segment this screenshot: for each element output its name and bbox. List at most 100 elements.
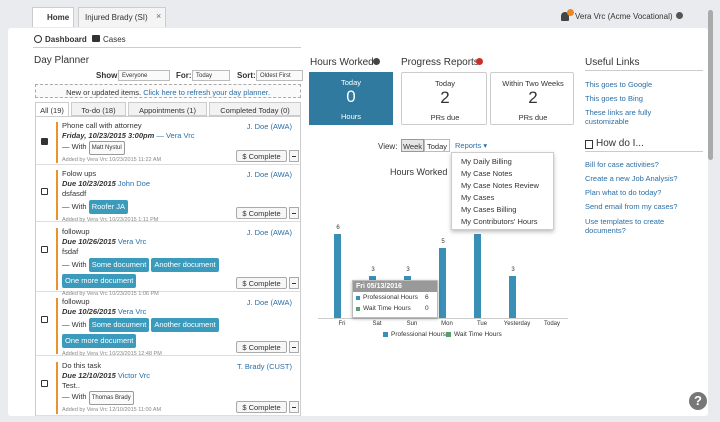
task-added: Added by Vera Vrc 10/23/2015 1:06 PM [62, 291, 159, 297]
x-tick-label: Sat [372, 321, 382, 327]
howto-rule [585, 151, 703, 152]
planner-title: Day Planner [34, 55, 90, 66]
task-added: Added by Vera Vrc 12/10/2015 11:00 AM [62, 407, 162, 413]
collapse-button[interactable] [289, 401, 299, 413]
week-button[interactable]: Week [401, 139, 424, 152]
progress-card: Within Two Weeks 2 PRs due [490, 72, 574, 125]
task-with: — With Some document Another document One … [62, 317, 272, 349]
task-owner[interactable]: Vera Vrc [117, 237, 147, 246]
card-unit: PRs due [518, 113, 548, 122]
refresh-link[interactable]: Click here to refresh your day planner. [143, 88, 270, 97]
document-tag[interactable]: Another document [151, 318, 219, 332]
filter-select[interactable]: Oldest First [256, 70, 303, 81]
task-owner[interactable]: John Doe [117, 179, 150, 188]
howto-link[interactable]: Send email from my cases? [585, 202, 678, 211]
x-tick-label: Mon [441, 321, 453, 327]
planner-tab[interactable]: All (19) [35, 102, 69, 116]
legend-label: Professional Hours [391, 331, 446, 338]
complete-button[interactable]: $ Complete [236, 401, 287, 413]
task-added: Added by Vera Vrc 10/23/2015 11:22 AM [62, 157, 162, 163]
task-accent [56, 122, 58, 163]
menu-item[interactable]: My Contributors' Hours [461, 217, 538, 226]
task-title: Phone call with attorney [62, 121, 142, 130]
scrollbar[interactable] [708, 10, 713, 160]
close-tab[interactable]: × [156, 11, 162, 21]
task-due-line: Due 10/23/2015 John Doe [62, 179, 272, 189]
filter-label: Sort: [237, 71, 256, 80]
menu-item[interactable]: My Cases Billing [461, 205, 517, 214]
chart-title: Hours Worked [390, 167, 448, 177]
task-with: — With Some document Another document One … [62, 257, 272, 289]
collapse-button[interactable] [289, 150, 299, 162]
complete-button[interactable]: $ Complete [236, 277, 287, 289]
menu-item[interactable]: My Case Notes [461, 169, 513, 178]
reports-button[interactable]: Reports ▾ [455, 141, 488, 150]
person-tag: Thomas Brady [88, 391, 134, 405]
person-tag: Matt Nystul [88, 141, 125, 155]
complete-button[interactable]: $ Complete [236, 150, 287, 162]
document-tag[interactable]: Another document [151, 258, 219, 272]
task-due: Due 10/23/2015 [62, 179, 116, 188]
task-assignee[interactable]: J. Doe (AWA) [246, 170, 292, 179]
task-description: dsfasdf [62, 189, 87, 198]
menu-item[interactable]: My Cases [461, 193, 495, 202]
document-tag[interactable]: One more document [62, 274, 137, 288]
task-assignee[interactable]: J. Doe (AWA) [246, 298, 292, 307]
home-tab[interactable]: Home [32, 7, 74, 27]
card-unit: PRs due [430, 113, 460, 122]
howto-icon [585, 140, 593, 149]
task-assignee[interactable]: T. Brady (CUST) [236, 362, 292, 371]
today-button[interactable]: Today [424, 139, 450, 152]
howto-link[interactable]: Plan what to do today? [585, 188, 662, 197]
task-assignee[interactable]: J. Doe (AWA) [246, 228, 292, 237]
cases-nav[interactable]: Cases [103, 35, 126, 44]
useful-link[interactable]: This goes to Bing [585, 94, 643, 103]
task-owner[interactable]: — Vera Vrc [156, 131, 195, 140]
bell-icon [561, 12, 569, 21]
task-assignee[interactable]: J. Doe (AWA) [246, 122, 292, 131]
planner-tab[interactable]: To-do (18) [71, 102, 126, 116]
x-tick-label: Today [543, 321, 560, 327]
collapse-button[interactable] [289, 277, 299, 289]
howto-link[interactable]: Use templates to create documents? [585, 217, 665, 235]
notice: New or updated items. Click here to refr… [35, 84, 301, 98]
collapse-button[interactable] [289, 207, 299, 219]
task-card: T. Brady (CUST) Do this task Due 12/10/201… [36, 360, 300, 416]
task-owner[interactable]: Vera Vrc [117, 307, 147, 316]
useful-link[interactable]: These links are fully customizable [585, 108, 652, 126]
planner-tab[interactable]: Appointments (1) [128, 102, 207, 116]
task-added: Added by Vera Vrc 10/23/2015 1:11 PM [62, 217, 159, 223]
user-name[interactable]: Vera Vrc (Acme Vocational) [575, 12, 673, 21]
document-tag[interactable]: Some document [88, 318, 150, 332]
task-owner[interactable]: Victor Vrc [117, 371, 150, 380]
task-list [35, 116, 301, 416]
howto-link[interactable]: Bill for case activities? [585, 160, 659, 169]
minus-icon [292, 213, 296, 214]
task-body: Folow ups Due 10/23/2015 John Doe dsfasdf —… [62, 169, 272, 225]
case-tab[interactable]: Injured Brady (SI) [78, 7, 166, 27]
task-title: followup [62, 227, 90, 236]
task-card: J. Doe (AWA) Folow ups Due 10/23/2015 John… [36, 168, 300, 225]
with-label: — With [62, 260, 87, 269]
complete-button[interactable]: $ Complete [236, 341, 287, 353]
reports-menu: My Daily Billing My Case Notes My Case Not… [451, 152, 554, 230]
task-accent [56, 298, 58, 354]
dashboard-nav[interactable]: Dashboard [45, 35, 87, 44]
help-button[interactable]: ? [689, 392, 707, 410]
document-tag[interactable]: Some document [88, 258, 150, 272]
complete-button[interactable]: $ Complete [236, 207, 287, 219]
menu-item[interactable]: My Daily Billing [461, 157, 512, 166]
document-tag[interactable]: Roofer JA [88, 200, 129, 214]
planner-tab[interactable]: Completed Today (0) [209, 102, 301, 116]
useful-link[interactable]: This goes to Google [585, 80, 653, 89]
filter-select[interactable]: Everyone [118, 70, 170, 81]
collapse-button[interactable] [289, 341, 299, 353]
howto-link[interactable]: Create a new Job Analysis? [585, 174, 678, 183]
task-added: Added by Vera Vrc 10/23/2015 12:48 PM [62, 351, 162, 357]
document-tag[interactable]: One more document [62, 334, 137, 348]
menu-item[interactable]: My Case Notes Review [461, 181, 539, 190]
filter-select[interactable]: Today [192, 70, 230, 81]
task-due-line: Due 10/26/2015 Vera Vrc [62, 237, 272, 247]
task-accent [56, 170, 58, 220]
